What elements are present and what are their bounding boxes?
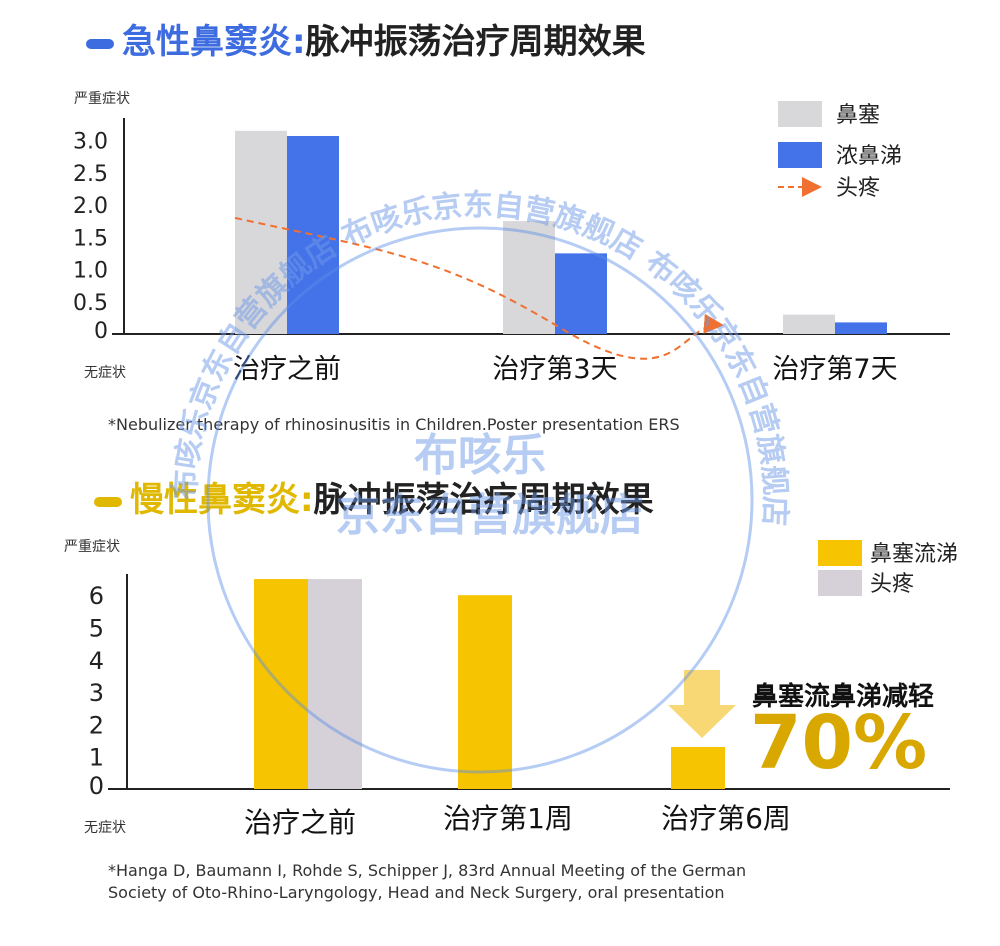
chart1-y-tick: 1.5	[73, 226, 108, 251]
chart1-legend-label: 浓鼻涕	[836, 144, 902, 169]
chart1-line-headache	[234, 216, 724, 360]
chart1-title-rest: 脉冲振荡治疗周期效果	[305, 22, 646, 62]
chart2-y-tick: 1	[89, 744, 104, 772]
chart1-y-tick: 3.0	[73, 130, 108, 155]
chart1-bar-nasal-congestion	[783, 314, 835, 334]
chart2-y-tick: 3	[89, 679, 104, 707]
chart2-y-bottom-label: 无症状	[84, 820, 126, 836]
chart2-legend-label: 头疼	[870, 572, 914, 597]
chart2-y-tick: 4	[89, 647, 104, 675]
chart2-title: 慢性鼻窦炎:脉冲振荡治疗周期效果	[94, 472, 654, 521]
chart1-y-tick: 0	[94, 319, 108, 344]
chart2-y-top-label: 严重症状	[64, 539, 120, 555]
chart2-citation: *Hanga D, Baumann I, Rohde S, Schipper J…	[108, 860, 746, 904]
chart2-y-tick: 2	[89, 711, 104, 739]
chart1-legend-label: 头疼	[836, 176, 880, 201]
chart1-y-bottom-label: 无症状	[84, 365, 126, 381]
chart1-y-tick: 2.0	[73, 194, 108, 219]
chart2-bar-congestion	[254, 579, 308, 789]
chart2-bar-headache	[308, 579, 362, 789]
reduction-value: 70%	[750, 700, 928, 786]
chart1-citation: *Nebulizer therapy of rhinosinusitis in …	[108, 415, 680, 434]
chart1-y-tick: 0.5	[73, 291, 108, 316]
chart1-y-tick: 2.5	[73, 162, 108, 187]
chart1-bar-purulent-discharge	[555, 253, 607, 334]
chart1-x-tick: 治疗第3天	[492, 354, 617, 385]
chart2-title-highlight: 慢性鼻窦炎:	[130, 480, 314, 520]
chart1-legend-swatch	[778, 101, 822, 127]
chart2-x-tick: 治疗第6周	[661, 802, 791, 835]
chart1-bar-purulent-discharge	[835, 322, 887, 334]
title-dash-icon	[86, 38, 114, 49]
chart2-title-rest: 脉冲振荡治疗周期效果	[313, 480, 654, 520]
chart2-citation-line2: Society of Oto-Rhino-Laryngology, Head a…	[108, 883, 725, 902]
chart1-title: 急性鼻窦炎:脉冲振荡治疗周期效果	[86, 14, 646, 63]
chart1-legend-label: 鼻塞	[836, 103, 880, 128]
chart1-bar-purulent-discharge	[287, 135, 339, 334]
chart2-y-tick: 6	[89, 582, 104, 610]
chart2-legend-swatch	[818, 570, 862, 596]
chart1-title-highlight: 急性鼻窦炎:	[122, 22, 306, 62]
down-arrow-icon	[668, 670, 736, 738]
chart2-citation-line1: *Hanga D, Baumann I, Rohde S, Schipper J…	[108, 861, 747, 880]
chart1-legend-swatch	[778, 142, 822, 168]
reduction-label: 鼻塞流鼻涕减轻	[752, 682, 935, 712]
chart2-legend-swatch	[818, 540, 862, 566]
chart1-y-tick: 1.0	[73, 259, 108, 284]
chart1-bar-nasal-congestion	[503, 221, 555, 334]
chart1-y-top-label: 严重症状	[74, 91, 130, 107]
chart2-y-tick: 0	[89, 772, 104, 800]
chart2-bar-congestion	[671, 747, 725, 789]
chart2-x-tick: 治疗第1周	[443, 802, 573, 835]
title-dash-icon	[94, 496, 122, 507]
chart2-legend-label: 鼻塞流涕	[870, 542, 958, 567]
chart1-x-tick: 治疗之前	[233, 354, 341, 385]
chart2-bar-congestion	[458, 595, 512, 789]
chart2-x-tick: 治疗之前	[244, 806, 356, 839]
chart1-x-tick: 治疗第7天	[772, 354, 897, 385]
chart2-y-tick: 5	[89, 615, 104, 643]
chart1-bar-nasal-congestion	[235, 130, 287, 334]
